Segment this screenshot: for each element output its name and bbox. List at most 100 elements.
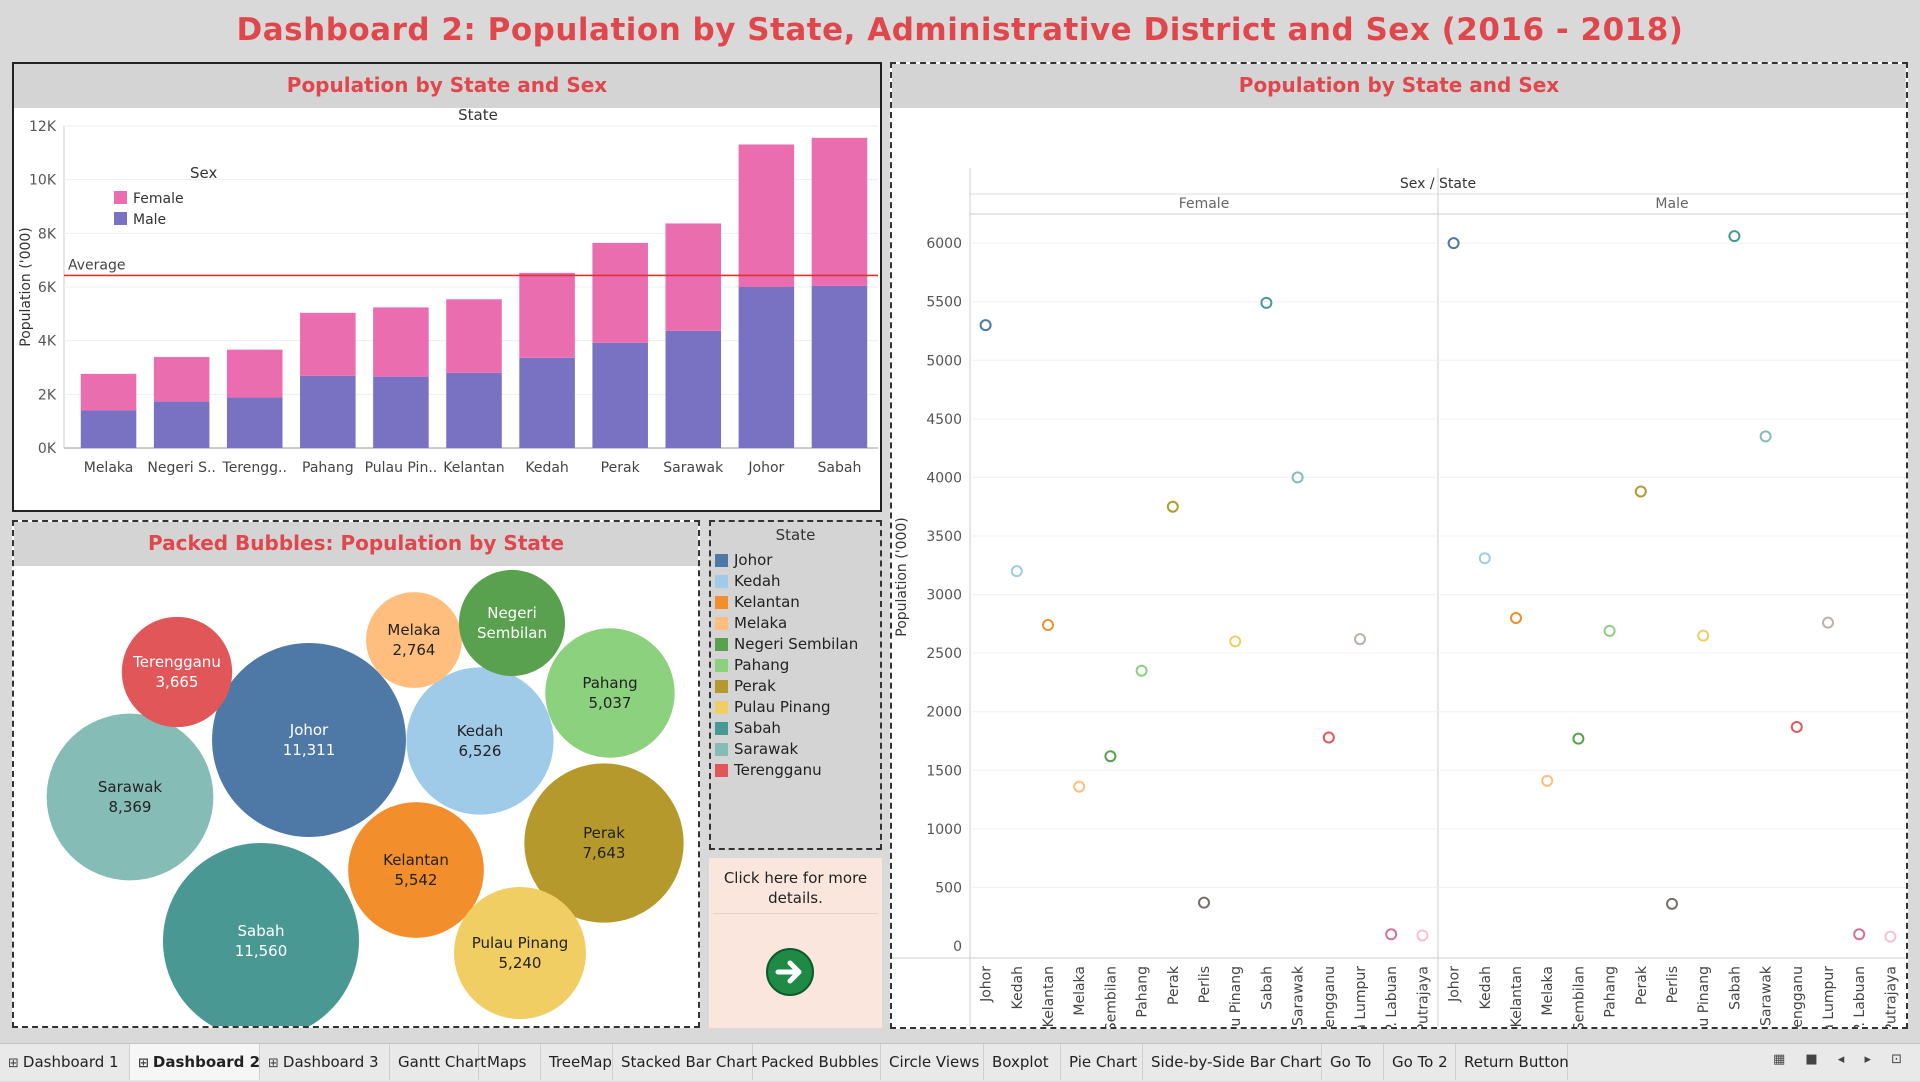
bar-female-2[interactable] (226, 349, 283, 398)
scatter-point-female-3[interactable] (1073, 780, 1086, 793)
tab-boxplot[interactable]: Boxplot (984, 1044, 1061, 1080)
bar-female-5[interactable] (446, 299, 502, 373)
state-legend-item-terengganu[interactable]: Terengganu (715, 760, 822, 780)
state-legend-item-johor[interactable]: Johor (715, 550, 772, 570)
scatter-point-female-7[interactable] (1198, 896, 1210, 909)
scatter-point-female-13[interactable] (1385, 928, 1398, 941)
scatter-point-male-9[interactable] (1728, 230, 1741, 243)
bar-male-2[interactable] (226, 397, 283, 448)
bar-male-6[interactable] (519, 357, 575, 448)
bar-female-0[interactable] (80, 373, 137, 411)
details-panel[interactable]: Click here for more details. (709, 858, 882, 1028)
bubble-pulau-pinang[interactable] (454, 887, 586, 1019)
bar-legend-label[interactable]: Female (133, 191, 184, 207)
state-legend-item-melaka[interactable]: Melaka (715, 613, 787, 633)
bubble-kelantan[interactable] (348, 802, 484, 938)
state-legend-item-perak[interactable]: Perak (715, 676, 776, 696)
bubble-negeri-sembilan[interactable] (458, 569, 566, 677)
state-legend-item-kedah[interactable]: Kedah (715, 571, 781, 591)
scatter-point-male-2[interactable] (1510, 612, 1522, 624)
bar-legend-swatch-male[interactable] (114, 212, 127, 225)
bar-male-4[interactable] (373, 376, 429, 448)
tab-treemap[interactable]: TreeMap (541, 1044, 613, 1080)
stacked-bar-chart[interactable]: State 0K 2K 4K 6K 8K 10K 12K Population ('000) Me… (14, 108, 880, 510)
scatter-point-male-6[interactable] (1634, 485, 1647, 498)
scatter-point-female-9[interactable] (1260, 296, 1273, 309)
details-text-line2[interactable]: details. (768, 889, 823, 907)
scatter-point-male-3[interactable] (1541, 774, 1554, 787)
bar-male-3[interactable] (300, 375, 356, 448)
tab-side-by-side-bar-chart[interactable]: Side-by-Side Bar Chart (1143, 1044, 1322, 1080)
state-legend-item-pulau-pinang[interactable]: Pulau Pinang (715, 697, 831, 717)
state-legend-item-negeri-sembilan[interactable]: Negeri Sembilan (715, 634, 858, 654)
bubble-sarawak[interactable] (46, 713, 214, 881)
scatter-point-male-11[interactable] (1790, 720, 1803, 733)
bubble-terengganu[interactable] (121, 616, 233, 728)
state-legend-item-sabah[interactable]: Sabah (715, 718, 781, 738)
scatter-point-female-0[interactable] (979, 319, 992, 332)
bar-female-7[interactable] (592, 242, 648, 343)
bar-male-0[interactable] (80, 410, 137, 448)
tab-maps[interactable]: Maps (479, 1044, 541, 1080)
bar-female-6[interactable] (519, 272, 575, 358)
details-text[interactable]: Click here for more details. (709, 868, 882, 908)
scatter-point-female-1[interactable] (1010, 565, 1023, 578)
sheet-navigation-controls[interactable]: ▦ ■ ◂ ▸ ⊡ (1772, 1052, 1910, 1067)
scatter-point-male-8[interactable] (1697, 629, 1710, 642)
bar-male-10[interactable] (811, 285, 868, 448)
bar-female-3[interactable] (300, 312, 356, 376)
scatter-point-female-4[interactable] (1104, 750, 1117, 763)
scatter-point-male-14[interactable] (1884, 930, 1897, 943)
scatter-point-female-5[interactable] (1135, 664, 1148, 677)
packed-bubble-chart[interactable]: Sabah 11,560 Johor 11,311 Sarawak 8,369 Perak 7… (14, 566, 698, 1026)
scatter-point-female-12[interactable] (1354, 633, 1366, 646)
scatter-point-female-10[interactable] (1291, 471, 1304, 484)
scatter-point-female-8[interactable] (1229, 635, 1242, 648)
state-legend-item-kelantan[interactable]: Kelantan (715, 592, 800, 612)
bar-male-8[interactable] (665, 330, 722, 448)
scatter-point-female-14[interactable] (1416, 929, 1429, 942)
scatter-point-male-13[interactable] (1853, 928, 1866, 941)
scatter-point-male-7[interactable] (1666, 897, 1678, 910)
bar-legend-swatch-female[interactable] (114, 191, 127, 204)
bubble-sabah[interactable] (163, 843, 359, 1026)
bar-male-7[interactable] (592, 342, 648, 448)
tab-gantt-chart[interactable]: Gantt Chart (390, 1044, 486, 1080)
bubble-kedah[interactable] (406, 667, 554, 815)
tab-dashboard-2[interactable]: ⊞ Dashboard 2 (130, 1044, 260, 1080)
tab-go-to-2[interactable]: Go To 2 (1384, 1044, 1456, 1080)
tab-stacked-bar-chart[interactable]: Stacked Bar Chart (613, 1044, 757, 1080)
state-legend-item-pahang[interactable]: Pahang (715, 655, 789, 675)
tab-pie-chart[interactable]: Pie Chart (1061, 1044, 1143, 1080)
scatter-point-male-1[interactable] (1478, 552, 1491, 565)
bar-female-1[interactable] (153, 357, 210, 402)
bar-female-9[interactable] (738, 144, 795, 287)
arrow-right-icon[interactable] (766, 948, 814, 996)
tab-packed-bubbles[interactable]: Packed Bubbles (753, 1044, 881, 1080)
scatter-point-male-5[interactable] (1603, 624, 1616, 637)
scatter-point-female-2[interactable] (1042, 619, 1054, 632)
scatter-point-male-10[interactable] (1759, 430, 1772, 443)
bubble-johor[interactable] (212, 643, 406, 837)
scatter-point-female-11[interactable] (1322, 731, 1335, 744)
bar-female-10[interactable] (811, 137, 868, 286)
bubble-perak[interactable] (524, 763, 684, 923)
tab-dashboard-3[interactable]: ⊞ Dashboard 3 (260, 1044, 390, 1080)
scatter-point-female-6[interactable] (1166, 500, 1179, 513)
tab-go-to[interactable]: Go To (1322, 1044, 1384, 1080)
bubble-pahang[interactable] (545, 628, 675, 758)
bar-legend-label[interactable]: Male (133, 212, 166, 228)
bar-male-5[interactable] (446, 372, 502, 448)
bubble-melaka[interactable] (366, 592, 462, 688)
state-legend-item-sarawak[interactable]: Sarawak (715, 739, 798, 759)
tab-circle-views[interactable]: Circle Views (881, 1044, 984, 1080)
tab-dashboard-1[interactable]: ⊞ Dashboard 1 (0, 1044, 130, 1080)
bar-female-4[interactable] (373, 307, 429, 377)
scatter-point-male-12[interactable] (1822, 616, 1834, 629)
bar-male-1[interactable] (153, 401, 210, 448)
tab-return-button[interactable]: Return Button (1456, 1044, 1569, 1080)
details-text-line1[interactable]: Click here for more (723, 869, 868, 887)
scatter-point-male-4[interactable] (1572, 732, 1585, 745)
bar-male-9[interactable] (738, 287, 795, 448)
